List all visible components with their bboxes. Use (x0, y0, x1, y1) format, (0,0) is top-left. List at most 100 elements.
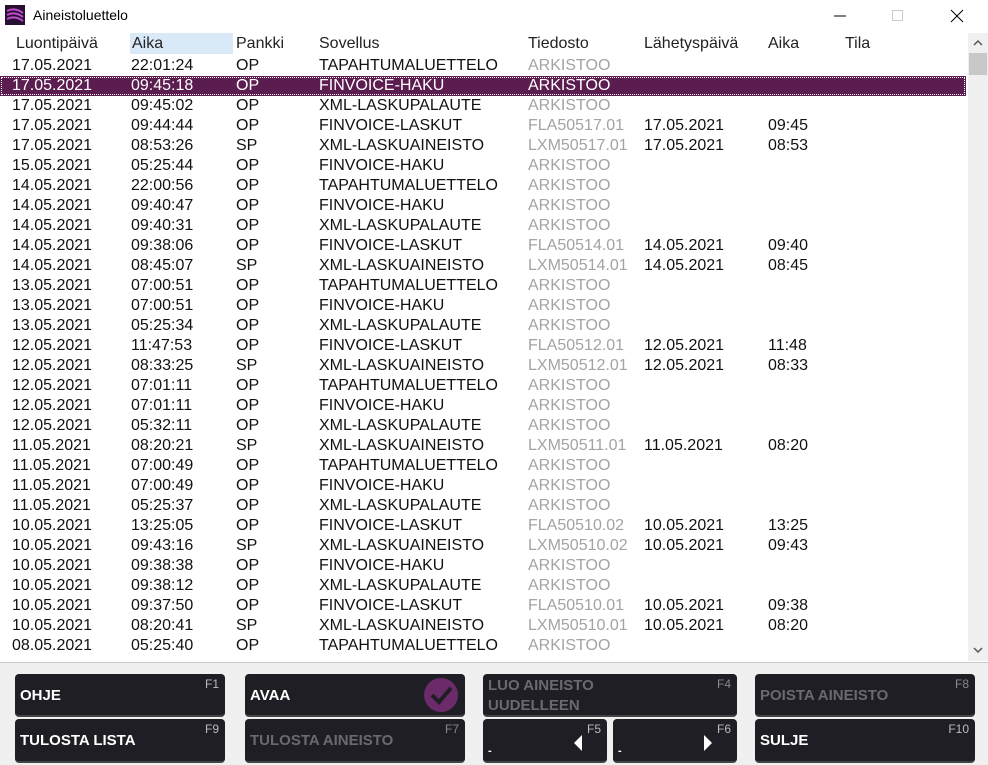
cell: 09:40 (768, 237, 809, 254)
table-row[interactable]: 13.05.2021 05:25:34 OP XML-LASKUPALAUTE ARKI… (0, 316, 966, 336)
cell: OP (236, 497, 260, 514)
cell: 14.05.2021 (644, 257, 725, 274)
cell: FINVOICE-LASKUT (319, 237, 463, 254)
cell: 05:32:11 (131, 417, 193, 434)
cell: 09:45 (768, 117, 809, 134)
table-row[interactable]: 17.05.2021 22:01:24 OP TAPAHTUMALUETTELO ARK… (0, 56, 966, 76)
cell: XML-LASKUAINEISTO (319, 357, 485, 374)
maximize[interactable] (892, 10, 903, 21)
cell: 22:00:56 (131, 177, 194, 194)
cell: FINVOICE-HAKU (319, 77, 445, 94)
button[interactable]: AVAA (245, 674, 465, 717)
button-label: SULJE (760, 732, 809, 749)
table-row[interactable]: 17.05.2021 09:45:18 OP FINVOICE-HAKU ARKISTO… (0, 76, 966, 96)
table-row[interactable]: 14.05.2021 09:38:06 OP FINVOICE-LASKUT FLA50… (0, 236, 966, 256)
column-header[interactable]: Aika (132, 35, 164, 52)
column-header[interactable]: Aika (768, 35, 800, 52)
cell: 10.05.2021 (12, 617, 93, 634)
table-row[interactable]: 17.05.2021 08:53:26 SP XML-LASKUAINEISTO LXM… (0, 136, 966, 156)
column-header[interactable]: Luontipäivä (16, 35, 98, 52)
table-row[interactable]: 10.05.2021 13:25:05 OP FINVOICE-LASKUT FLA50… (0, 516, 966, 536)
cell: 15.05.2021 (12, 157, 93, 174)
table-row[interactable]: 13.05.2021 07:00:51 OP TAPAHTUMALUETTELO ARK… (0, 276, 966, 296)
check-icon (424, 678, 458, 712)
cell: LXM50512.01 (528, 357, 628, 374)
button[interactable]: OHJE F1 (15, 674, 225, 717)
cell: 09:44:44 (131, 117, 194, 134)
button-shortcut: F1 (204, 677, 219, 691)
button[interactable]: SULJE F10 (755, 719, 975, 763)
button[interactable]: TULOSTA LISTA F9 (15, 719, 225, 763)
table-row[interactable]: 10.05.2021 09:38:12 OP XML-LASKUPALAUTE ARKI… (0, 576, 966, 596)
table-row[interactable]: 11.05.2021 07:00:49 OP TAPAHTUMALUETTELO ARK… (0, 456, 966, 476)
cell: 17.05.2021 (12, 137, 93, 154)
cell: FLA50510.02 (528, 517, 625, 534)
table-row[interactable]: 12.05.2021 07:01:11 OP FINVOICE-HAKU ARKISTO… (0, 396, 966, 416)
table-row[interactable]: 14.05.2021 08:45:07 SP XML-LASKUAINEISTO LXM… (0, 256, 966, 276)
table-row[interactable]: 12.05.2021 08:33:25 SP XML-LASKUAINEISTO LXM… (0, 356, 966, 376)
column-header[interactable]: Lähetyspäivä (644, 35, 739, 52)
button-label: - (618, 745, 622, 757)
cell: 09:38 (768, 597, 809, 614)
cell: 13:25 (768, 517, 809, 534)
table-row[interactable]: 11.05.2021 08:20:21 SP XML-LASKUAINEISTO LXM… (0, 436, 966, 456)
table-row[interactable]: 17.05.2021 09:44:44 OP FINVOICE-LASKUT FLA50… (0, 116, 966, 136)
column-header[interactable]: Pankki (236, 35, 285, 52)
table-row[interactable]: 12.05.2021 07:01:11 OP TAPAHTUMALUETTELO ARK… (0, 376, 966, 396)
column-header[interactable]: Tiedosto (528, 35, 589, 52)
table-row[interactable]: 17.05.2021 09:45:02 OP XML-LASKUPALAUTE ARKI… (0, 96, 966, 116)
cell: XML-LASKUAINEISTO (319, 617, 485, 634)
cell: ARKISTOO (528, 97, 611, 114)
cell: 13:25:05 (131, 517, 194, 534)
cell: 05:25:44 (131, 157, 194, 174)
table-row[interactable]: 10.05.2021 09:43:16 SP XML-LASKUAINEISTO LXM… (0, 536, 966, 556)
cell: TAPAHTUMALUETTELO (319, 277, 498, 294)
cell: ARKISTOO (528, 177, 611, 194)
cell: ARKISTOO (528, 477, 611, 494)
table-row[interactable]: 13.05.2021 07:00:51 OP FINVOICE-HAKU ARKISTO… (0, 296, 966, 316)
table-row[interactable]: 14.05.2021 22:00:56 OP TAPAHTUMALUETTELO ARK… (0, 176, 966, 196)
cell: 14.05.2021 (644, 237, 725, 254)
cell: 08:20 (768, 617, 809, 634)
button[interactable]: POISTA AINEISTO F8 (755, 674, 975, 717)
cell: 08:45:07 (131, 257, 194, 274)
button[interactable]: LUO AINEISTO UUDELLEEN F4 (483, 674, 737, 717)
cell: ARKISTOO (528, 397, 611, 414)
table-row[interactable]: 08.05.2021 05:25:40 OP TAPAHTUMALUETTELO ARK… (0, 636, 966, 656)
cell: ARKISTOO (528, 557, 611, 574)
scrollbar[interactable] (968, 33, 988, 661)
cell: XML-LASKUAINEISTO (319, 257, 485, 274)
cell: 09:43 (768, 537, 809, 554)
cell: 08:33 (768, 357, 809, 374)
cell: LXM50511.01 (528, 437, 627, 454)
cell: 07:00:51 (131, 277, 194, 294)
cell: TAPAHTUMALUETTELO (319, 377, 498, 394)
button[interactable]: - F5 (483, 719, 607, 763)
cell: 12.05.2021 (644, 337, 725, 354)
button-label: TULOSTA LISTA (20, 732, 136, 749)
button-label: LUO AINEISTO UUDELLEEN (488, 677, 594, 714)
cell: 08:20 (768, 437, 809, 454)
button-shortcut: F5 (586, 722, 601, 736)
table-row[interactable]: 10.05.2021 09:38:38 OP FINVOICE-HAKU ARKISTO… (0, 556, 966, 576)
table-row[interactable]: 10.05.2021 08:20:41 SP XML-LASKUAINEISTO LXM… (0, 616, 966, 636)
table-header: Luontipäivä Aika Pankki Sovellus Tiedosto Läh… (0, 33, 966, 54)
table-row[interactable]: 10.05.2021 09:37:50 OP FINVOICE-LASKUT FLA50… (0, 596, 966, 616)
close[interactable] (950, 9, 964, 23)
table-row[interactable]: 12.05.2021 11:47:53 OP FINVOICE-LASKUT FLA50… (0, 336, 966, 356)
table-row[interactable]: 12.05.2021 05:32:11 OP XML-LASKUPALAUTE ARKI… (0, 416, 966, 436)
cell: FINVOICE-HAKU (319, 557, 445, 574)
cell: 11.05.2021 (12, 497, 91, 514)
cell: OP (236, 377, 260, 394)
table-row[interactable]: 11.05.2021 07:00:49 OP FINVOICE-HAKU ARKISTO… (0, 476, 966, 496)
button[interactable]: - F6 (613, 719, 737, 763)
column-header[interactable]: Tila (845, 35, 871, 52)
table-row[interactable]: 14.05.2021 09:40:31 OP XML-LASKUPALAUTE ARKI… (0, 216, 966, 236)
table-row[interactable]: 11.05.2021 05:25:37 OP XML-LASKUPALAUTE ARKI… (0, 496, 966, 516)
cell: SP (236, 437, 258, 454)
column-header[interactable]: Sovellus (319, 35, 380, 52)
button[interactable]: TULOSTA AINEISTO F7 (245, 719, 465, 763)
table-row[interactable]: 15.05.2021 05:25:44 OP FINVOICE-HAKU ARKISTO… (0, 156, 966, 176)
button-label: POISTA AINEISTO (760, 686, 889, 704)
table-row[interactable]: 14.05.2021 09:40:47 OP FINVOICE-HAKU ARKISTO… (0, 196, 966, 216)
